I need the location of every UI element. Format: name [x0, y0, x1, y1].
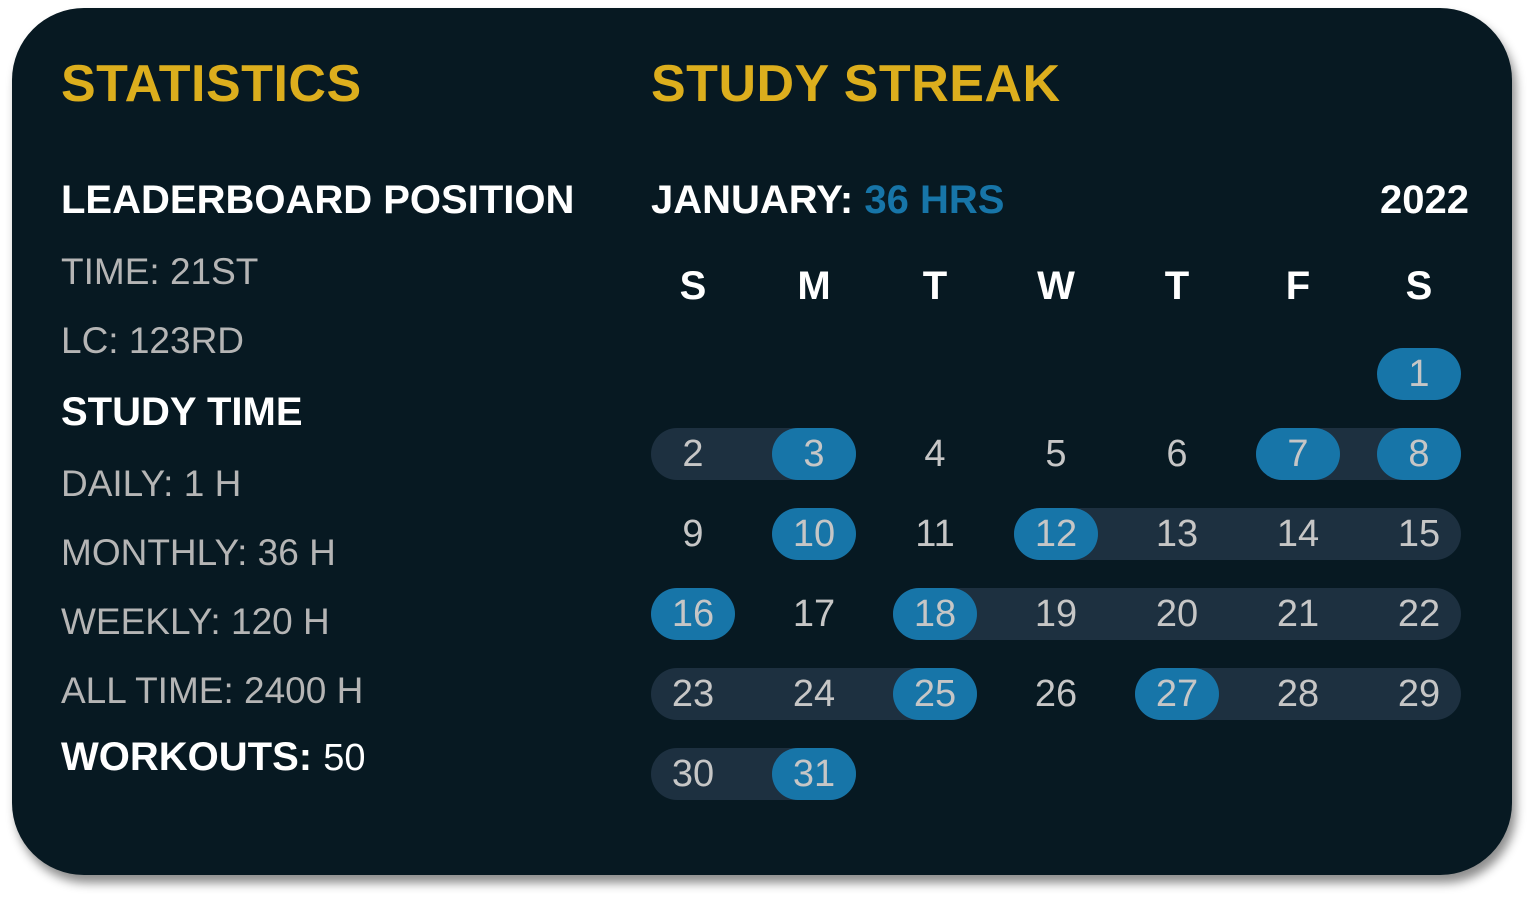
calendar-day[interactable]: 5	[1045, 433, 1067, 475]
calendar-day[interactable]: 18	[913, 593, 957, 635]
workouts-label: WORKOUTS:	[61, 735, 313, 779]
calendar-day[interactable]: 17	[792, 593, 836, 635]
calendar-day[interactable]: 8	[1408, 433, 1430, 475]
study-monthly: MONTHLY: 36 H	[61, 532, 336, 573]
workouts: WORKOUTS: 50	[61, 735, 365, 780]
leaderboard-time: TIME: 21ST	[61, 251, 259, 292]
calendar-day[interactable]: 28	[1276, 673, 1320, 715]
study-day-highlight	[772, 428, 856, 480]
workouts-value: 50	[323, 737, 366, 779]
study-day-highlight	[651, 588, 735, 640]
calendar-day[interactable]: 22	[1397, 593, 1441, 635]
calendar-day[interactable]: 25	[913, 673, 957, 715]
study-day-highlight	[1014, 508, 1098, 560]
calendar-day[interactable]: 27	[1155, 673, 1199, 715]
weekday-header: S	[1405, 264, 1433, 308]
leaderboard-heading: LEADERBOARD POSITION	[61, 178, 575, 222]
calendar-day[interactable]: 26	[1034, 673, 1078, 715]
calendar-day[interactable]: 12	[1034, 513, 1078, 555]
year-label: 2022	[1380, 178, 1469, 222]
study-day-highlight	[772, 508, 856, 560]
study-day-highlight	[1256, 428, 1340, 480]
weekday-header: W	[1037, 264, 1075, 308]
weekday-header: F	[1285, 264, 1311, 308]
month-hours: 36 HRS	[864, 178, 1005, 222]
streak-bar	[893, 588, 1461, 640]
calendar-day[interactable]: 31	[792, 753, 836, 795]
leaderboard-lc: LC: 123RD	[61, 320, 245, 361]
calendar-day[interactable]: 11	[915, 513, 955, 555]
study-weekly: WEEKLY: 120 H	[61, 601, 330, 642]
study-all-time: ALL TIME: 2400 H	[61, 670, 364, 711]
month-header: JANUARY: 36 HRS	[651, 178, 1004, 223]
month-label: JANUARY:	[651, 178, 854, 222]
statistics-title: STATISTICS	[61, 55, 362, 113]
calendar-day[interactable]: 24	[792, 673, 836, 715]
weekday-header: T	[922, 264, 948, 308]
study-day-highlight	[1377, 348, 1461, 400]
study-daily: DAILY: 1 H	[61, 463, 242, 504]
calendar-day[interactable]: 2	[682, 433, 704, 475]
calendar-day[interactable]: 14	[1276, 513, 1320, 555]
weekday-header: S	[679, 264, 707, 308]
weekday-header: T	[1164, 264, 1190, 308]
calendar-day[interactable]: 21	[1276, 593, 1320, 635]
study-day-highlight	[893, 668, 977, 720]
calendar-day[interactable]: 6	[1166, 433, 1188, 475]
study-time-heading: STUDY TIME	[61, 390, 303, 434]
calendar-day[interactable]: 1	[1408, 353, 1430, 395]
study-day-highlight	[1135, 668, 1219, 720]
calendar-day[interactable]: 10	[792, 513, 836, 555]
calendar-day[interactable]: 30	[671, 753, 715, 795]
weekday-header: M	[797, 264, 831, 308]
calendar-day[interactable]: 19	[1034, 593, 1078, 635]
study-streak-title: STUDY STREAK	[651, 55, 1061, 113]
calendar-day[interactable]: 13	[1155, 513, 1199, 555]
calendar-day[interactable]: 4	[924, 433, 946, 475]
calendar-day[interactable]: 9	[682, 513, 704, 555]
calendar-day[interactable]: 15	[1397, 513, 1441, 555]
calendar-day[interactable]: 23	[671, 673, 715, 715]
calendar-day[interactable]: 16	[671, 593, 715, 635]
study-day-highlight	[772, 748, 856, 800]
study-day-highlight	[1377, 428, 1461, 480]
calendar-day[interactable]: 7	[1287, 433, 1309, 475]
calendar-day[interactable]: 20	[1155, 593, 1199, 635]
calendar-day[interactable]: 29	[1397, 673, 1441, 715]
study-day-highlight	[893, 588, 977, 640]
calendar-day[interactable]: 3	[803, 433, 825, 475]
